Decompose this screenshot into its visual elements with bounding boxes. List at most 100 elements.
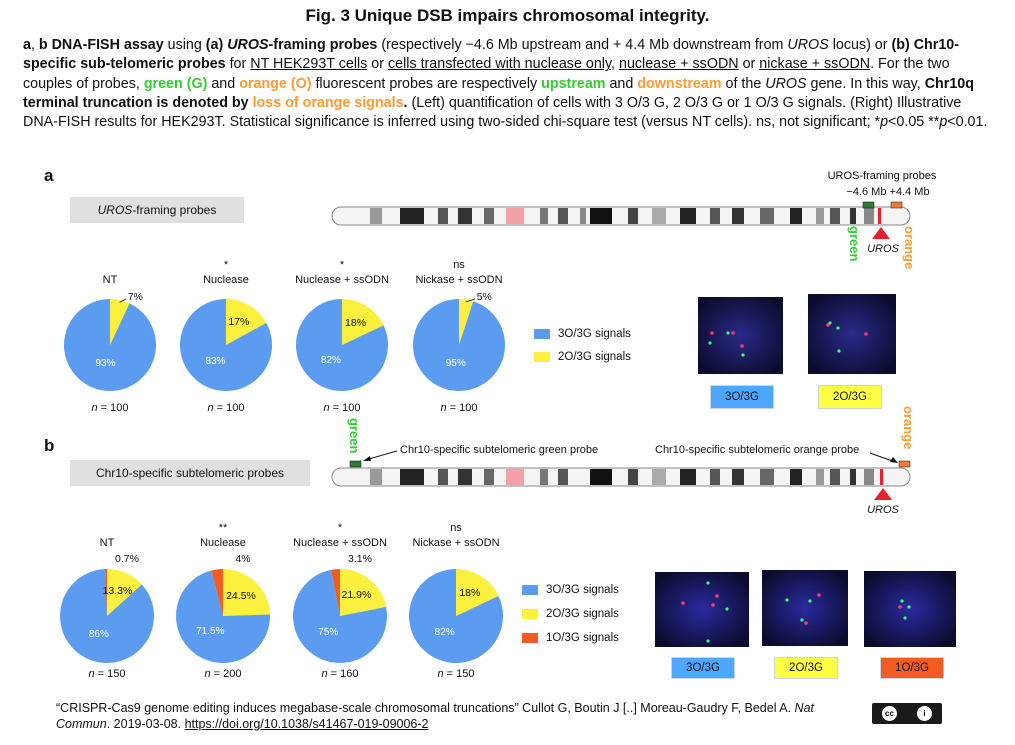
legend-swatch-blue	[522, 585, 538, 595]
sample-size: n = 100	[91, 402, 129, 414]
figure-caption: a, b DNA-FISH assay using (a) UROS-frami…	[23, 37, 988, 131]
pie-b-1	[176, 569, 270, 663]
pie-value-label: 24.5%	[226, 590, 256, 603]
legend-swatch-yellow	[522, 609, 538, 619]
sample-size: n = 100	[323, 402, 361, 414]
pie-slice-0	[293, 569, 387, 663]
legend-swatch-yellow	[534, 352, 550, 362]
orange-probe-label-b: Chr10-specific subtelomeric orange probe	[655, 444, 860, 456]
pie-value-label: 95%	[445, 358, 466, 370]
pie-slice-0	[176, 570, 270, 663]
leader-line	[119, 298, 127, 303]
pie-value-label: 82%	[320, 355, 341, 367]
pie-b-0	[59, 569, 154, 663]
pie-value-label: 0.7%	[115, 553, 139, 565]
pie-slice-0	[409, 569, 503, 663]
pie-slice-2	[330, 569, 340, 616]
uros-marker-a	[872, 227, 890, 239]
uros-label-b: UROS	[867, 504, 899, 516]
pie-slice-0	[59, 569, 154, 663]
sample-size: n = 150	[437, 668, 475, 680]
chromosome-a	[331, 206, 911, 226]
pie-value-label: 18%	[345, 316, 367, 329]
panel-a-probe-box: UROS-framing probes	[70, 197, 244, 223]
fish-image-b3	[864, 571, 956, 647]
pie-slice-2	[104, 569, 107, 616]
fish-image-a2	[808, 294, 896, 374]
uros-label-a: UROS	[867, 243, 899, 255]
significance-mark: ns	[453, 259, 465, 271]
legend-swatch-orange	[522, 633, 538, 643]
pie-a-3	[413, 298, 505, 391]
pie-group-name: Nuclease	[203, 274, 249, 286]
sample-size: n = 100	[207, 402, 245, 414]
chromosome-b	[331, 467, 911, 487]
pie-value-label: 3.1%	[348, 553, 372, 565]
pie-value-label: 82%	[434, 626, 455, 638]
pie-slice-0	[64, 299, 156, 391]
sample-size: n = 200	[204, 668, 242, 680]
fish-image-b2	[762, 570, 848, 646]
significance-mark: *	[223, 259, 229, 271]
pie-value-label: 5%	[476, 291, 492, 303]
figure-title: Fig. 3 Unique DSB impairs chromosomal in…	[305, 6, 710, 25]
pie-slice-0	[296, 299, 388, 391]
leader-line	[465, 298, 476, 303]
legend-a-blue: 3O/3G signals	[534, 328, 631, 340]
pie-slice-1	[459, 299, 474, 345]
pie-group-name: Nickase + ssODN	[415, 274, 503, 286]
orange-vertical-label-b: orange	[901, 406, 916, 450]
legend-b-orange: 1O/3G signals	[522, 632, 619, 644]
uros-probe-title: UROS-framing probes	[827, 170, 937, 182]
pie-a-2	[296, 299, 388, 391]
cc-license-badge: cc i	[872, 703, 942, 724]
pie-slice-2	[211, 569, 223, 616]
pie-a-1	[180, 299, 272, 391]
pie-slice-1	[107, 569, 142, 616]
pie-group-name: NT	[99, 537, 115, 549]
pie-slice-0	[180, 299, 272, 391]
uros-marker-b	[874, 488, 892, 500]
pie-value-label: 4%	[235, 553, 251, 565]
fish-image-a1	[698, 297, 783, 374]
green-vertical-label-a: green	[847, 226, 862, 262]
probe-markers-a	[862, 201, 903, 209]
pie-slice-0	[413, 299, 505, 391]
pie-value-label: 18%	[459, 587, 481, 600]
legend-swatch-blue	[534, 329, 550, 339]
pie-slice-1	[340, 569, 387, 616]
significance-mark: *	[337, 522, 343, 534]
legend-b-blue: 3O/3G signals	[522, 584, 619, 596]
tag-b-2o3g: 2O/3G	[774, 657, 838, 679]
pie-slice-1	[110, 299, 130, 345]
uros-probe-distances: −4.6 Mb +4.4 Mb	[846, 186, 930, 198]
legend-b-yellow: 2O/3G signals	[522, 608, 619, 620]
pie-slice-1	[226, 299, 267, 345]
probe-arrows-b	[363, 450, 898, 463]
pie-value-label: 71.5%	[196, 625, 225, 637]
pie-value-label: 13.3%	[102, 585, 133, 598]
legend-a-yellow: 2O/3G signals	[534, 351, 631, 363]
pie-b-2	[293, 569, 387, 663]
cc-icon: cc	[882, 706, 897, 721]
pie-group-name: Nuclease + ssODN	[295, 274, 389, 286]
green-probe-label-b: Chr10-specific subtelomeric green probe	[400, 444, 599, 456]
pie-value-label: 7%	[127, 291, 143, 303]
citation: “CRISPR-Cas9 genome editing induces mega…	[56, 701, 814, 731]
panel-b-letter: b	[44, 436, 55, 455]
pie-group-name: Nuclease + ssODN	[293, 537, 387, 549]
probe-markers-b	[349, 460, 911, 468]
orange-vertical-label-a: orange	[902, 226, 917, 270]
pie-value-label: 93%	[95, 358, 116, 370]
tag-a-3o3g: 3O/3G	[710, 385, 774, 409]
significance-mark: **	[218, 522, 228, 534]
fish-image-b1	[655, 572, 749, 647]
pie-value-label: 75%	[318, 626, 339, 638]
pie-group-name: NT	[102, 274, 118, 286]
doi-link[interactable]: https://doi.org/10.1038/s41467-019-09006…	[184, 717, 429, 731]
pie-value-label: 21.9%	[341, 589, 372, 602]
significance-mark: *	[339, 259, 345, 271]
tag-a-2o3g: 2O/3G	[818, 385, 882, 409]
sample-size: n = 160	[321, 668, 359, 680]
pie-group-name: Nickase + ssODN	[412, 537, 500, 549]
